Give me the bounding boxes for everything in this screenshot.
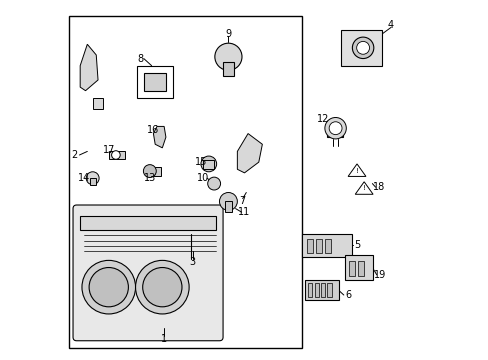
- Bar: [307, 283, 312, 297]
- Bar: [357, 261, 364, 276]
- Text: 9: 9: [225, 28, 231, 39]
- Bar: [80, 216, 216, 230]
- Text: 19: 19: [373, 270, 386, 280]
- Bar: [69, 16, 301, 348]
- Text: 2: 2: [72, 150, 78, 160]
- Circle shape: [143, 165, 156, 177]
- Bar: [137, 66, 173, 98]
- Text: 3: 3: [189, 257, 195, 267]
- Bar: [340, 30, 381, 66]
- Bar: [306, 239, 313, 253]
- Circle shape: [86, 172, 99, 185]
- Circle shape: [219, 193, 237, 210]
- Text: 1: 1: [161, 334, 167, 344]
- Bar: [146, 167, 160, 176]
- Text: 10: 10: [197, 173, 209, 183]
- Bar: [320, 283, 325, 297]
- Bar: [326, 128, 342, 137]
- Circle shape: [324, 117, 346, 139]
- Circle shape: [201, 156, 216, 172]
- Text: 15: 15: [194, 157, 207, 167]
- Bar: [203, 160, 214, 169]
- Polygon shape: [80, 44, 98, 91]
- Text: !: !: [362, 185, 365, 192]
- Text: 11: 11: [238, 207, 250, 217]
- Circle shape: [142, 267, 182, 307]
- Bar: [348, 261, 354, 276]
- Bar: [90, 178, 95, 185]
- Polygon shape: [93, 98, 103, 109]
- Text: 8: 8: [138, 54, 143, 64]
- Polygon shape: [153, 126, 165, 148]
- Polygon shape: [237, 134, 262, 173]
- Bar: [314, 283, 318, 297]
- Text: !: !: [355, 167, 358, 174]
- Polygon shape: [354, 182, 372, 194]
- Text: 14: 14: [78, 173, 90, 183]
- Text: 5: 5: [353, 240, 360, 250]
- Circle shape: [135, 260, 189, 314]
- Circle shape: [89, 267, 128, 307]
- Text: 18: 18: [373, 182, 385, 192]
- Text: 6: 6: [345, 290, 350, 300]
- Bar: [344, 255, 372, 280]
- Bar: [315, 239, 322, 253]
- Text: 7: 7: [239, 197, 245, 206]
- Bar: [108, 151, 124, 158]
- Bar: [223, 62, 234, 76]
- Bar: [324, 239, 331, 253]
- FancyBboxPatch shape: [73, 205, 223, 341]
- Bar: [326, 283, 331, 297]
- Circle shape: [352, 37, 373, 59]
- Circle shape: [82, 260, 135, 314]
- Text: 12: 12: [316, 114, 328, 124]
- Circle shape: [214, 43, 242, 70]
- Bar: [224, 202, 231, 212]
- Bar: [301, 234, 351, 257]
- Text: 4: 4: [387, 19, 393, 30]
- Bar: [144, 73, 165, 91]
- Text: 17: 17: [102, 145, 115, 155]
- Circle shape: [328, 122, 341, 135]
- Text: 16: 16: [147, 125, 159, 135]
- Circle shape: [356, 41, 369, 54]
- Circle shape: [111, 151, 120, 159]
- Bar: [305, 280, 339, 300]
- Circle shape: [207, 177, 220, 190]
- Text: 13: 13: [143, 173, 156, 183]
- Polygon shape: [347, 164, 365, 176]
